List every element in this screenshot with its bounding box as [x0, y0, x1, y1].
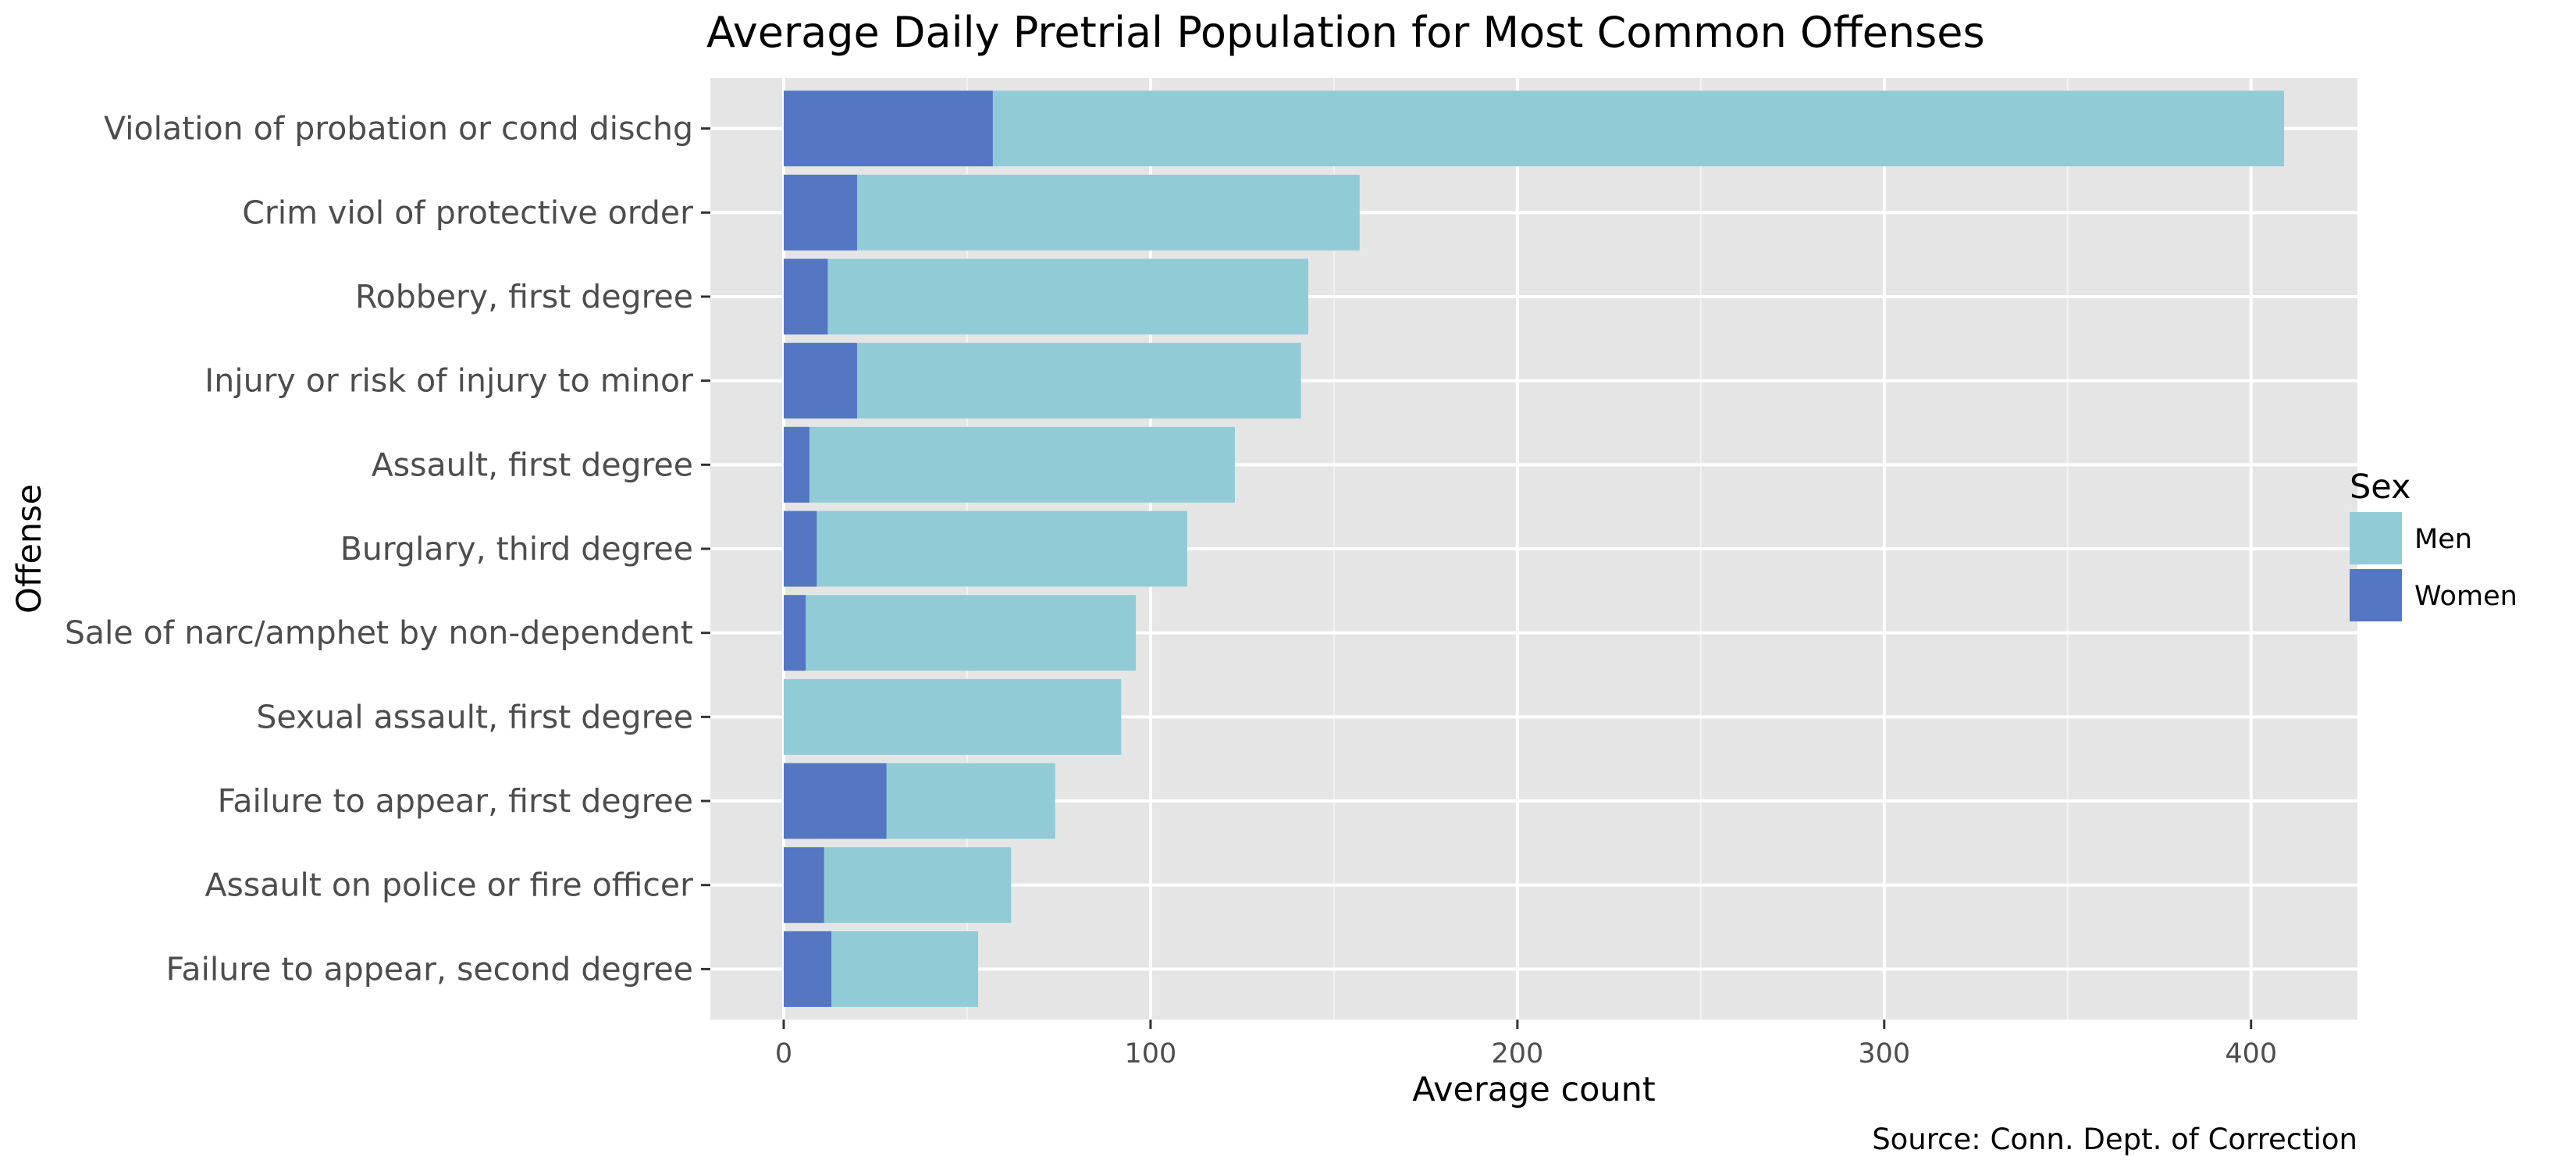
- bar-men: [783, 426, 1236, 503]
- bar-men: [783, 258, 1308, 335]
- bar-women: [783, 595, 806, 671]
- category-label: Failure to appear, first degree: [218, 782, 693, 820]
- bar-women: [783, 763, 887, 839]
- bar-women: [783, 258, 828, 335]
- category-label: Sexual assault, first degree: [256, 698, 693, 735]
- bar-women: [783, 847, 824, 924]
- x-tick-label: 300: [1858, 1038, 1910, 1070]
- category-label: Sale of narc/amphet by non-dependent: [65, 614, 693, 652]
- bar-women: [783, 91, 993, 167]
- x-tick-label: 100: [1125, 1038, 1177, 1070]
- bar-men: [783, 511, 1187, 587]
- legend-key-men: [2350, 512, 2402, 564]
- category-label: Assault on police or fire officer: [205, 867, 693, 904]
- bar-women: [783, 931, 832, 1007]
- y-axis: Violation of probation or cond dischg Cri…: [65, 110, 710, 988]
- bar-women: [783, 511, 817, 587]
- legend: Sex Men Women: [2350, 468, 2517, 621]
- bars: [783, 91, 2285, 1007]
- x-axis: 0 100 200 300 400: [775, 1020, 2277, 1070]
- bar-men: [783, 678, 1122, 755]
- chart-title: Average Daily Pretrial Population for Mo…: [706, 8, 1985, 57]
- bar-women: [783, 174, 857, 251]
- category-label: Violation of probation or cond dischg: [104, 110, 693, 148]
- bar-men: [783, 174, 1360, 251]
- x-axis-title: Average count: [1412, 1070, 1656, 1109]
- bar-women: [783, 426, 809, 503]
- category-label: Robbery, first degree: [355, 278, 693, 315]
- category-label: Assault, first degree: [372, 446, 693, 483]
- category-label: Failure to appear, second degree: [166, 950, 694, 988]
- category-label: Injury or risk of injury to minor: [205, 362, 693, 400]
- x-tick-label: 200: [1491, 1038, 1543, 1070]
- source-caption: Source: Conn. Dept. of Correction: [1872, 1123, 2357, 1156]
- legend-label: Men: [2414, 524, 2472, 555]
- x-tick-label: 400: [2225, 1038, 2277, 1070]
- bar-men: [783, 595, 1137, 671]
- category-label: Burglary, third degree: [340, 530, 693, 568]
- x-tick-label: 0: [775, 1038, 792, 1070]
- y-axis-title: Offense: [10, 484, 49, 614]
- legend-key-women: [2350, 569, 2402, 621]
- bar-women: [783, 343, 857, 419]
- legend-title: Sex: [2350, 468, 2411, 507]
- bar-men: [783, 91, 2285, 167]
- legend-label: Women: [2414, 581, 2517, 612]
- bar-men: [783, 343, 1301, 419]
- category-label: Crim viol of protective order: [242, 194, 693, 231]
